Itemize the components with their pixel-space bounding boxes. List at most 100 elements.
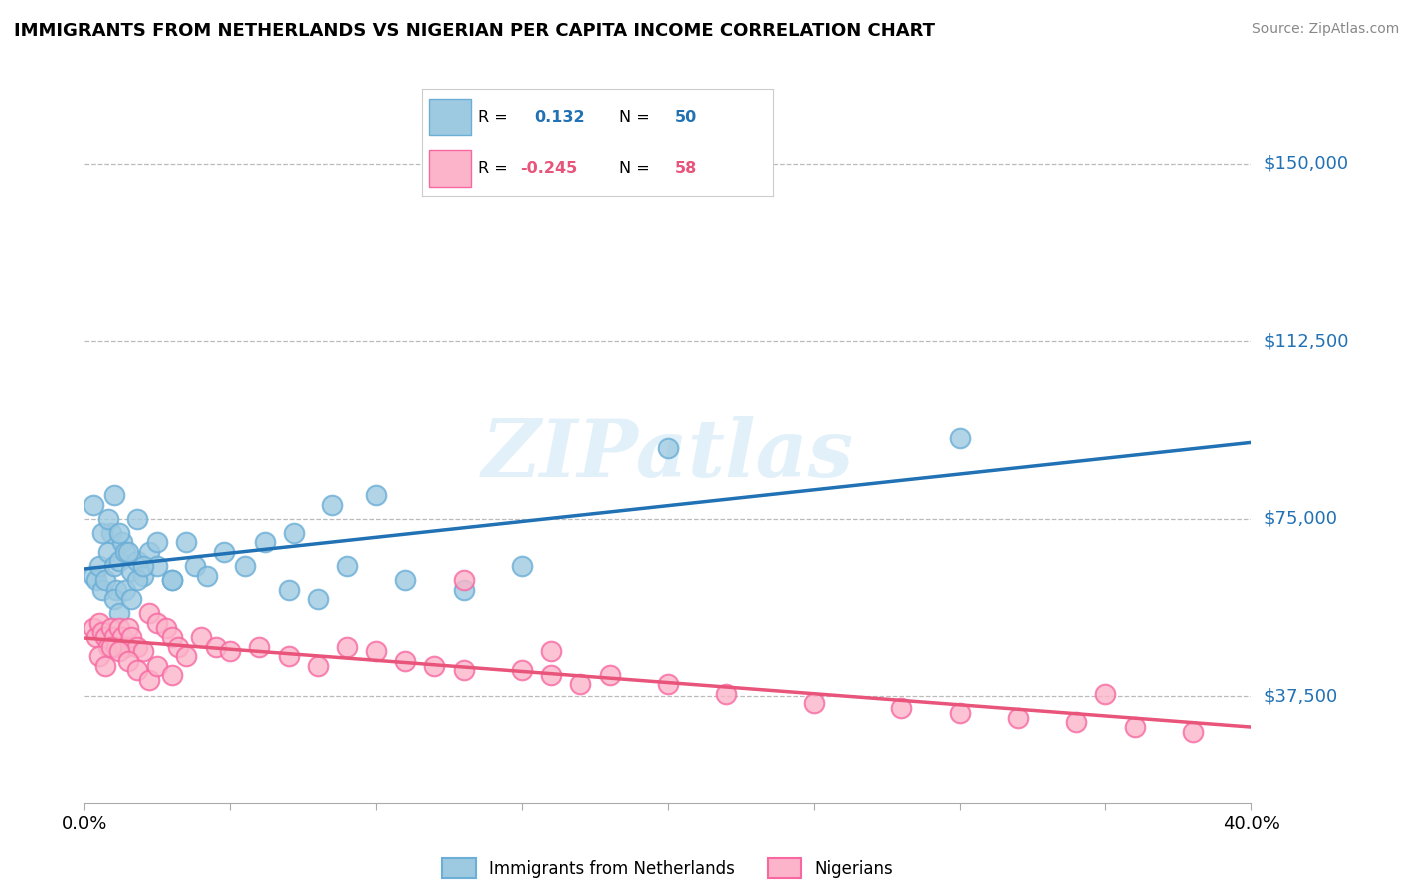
Point — [283, 526, 305, 541]
Point — [803, 697, 825, 711]
Point — [90, 625, 112, 640]
Point — [100, 621, 122, 635]
Point — [599, 668, 621, 682]
Point — [111, 535, 134, 549]
Point — [87, 559, 110, 574]
Legend: Immigrants from Netherlands, Nigerians: Immigrants from Netherlands, Nigerians — [436, 851, 900, 885]
Point — [1094, 687, 1116, 701]
Point — [146, 658, 169, 673]
Point — [94, 658, 117, 673]
Point — [569, 677, 592, 691]
Text: $37,500: $37,500 — [1263, 688, 1337, 706]
Point — [423, 658, 446, 673]
Point — [166, 640, 188, 654]
Point — [657, 441, 679, 455]
Point — [176, 535, 198, 549]
Point — [176, 649, 198, 664]
Point — [160, 668, 183, 682]
Point — [190, 630, 212, 644]
Point — [1181, 724, 1204, 739]
Point — [366, 644, 388, 658]
Point — [277, 649, 299, 664]
Point — [87, 649, 110, 664]
Point — [336, 559, 359, 574]
Point — [117, 621, 139, 635]
Text: $112,500: $112,500 — [1263, 333, 1348, 351]
Point — [108, 621, 131, 635]
Point — [160, 574, 183, 588]
Point — [146, 535, 169, 549]
Point — [657, 677, 679, 691]
Point — [103, 630, 125, 644]
Point — [84, 574, 107, 588]
Point — [453, 663, 475, 677]
Point — [1007, 710, 1029, 724]
Text: R =: R = — [478, 110, 508, 125]
Point — [890, 701, 912, 715]
Point — [125, 574, 148, 588]
Point — [132, 559, 155, 574]
Text: N =: N = — [619, 161, 650, 176]
Point — [138, 607, 160, 621]
Point — [90, 526, 112, 541]
Point — [120, 592, 142, 607]
Point — [510, 663, 533, 677]
Point — [394, 654, 416, 668]
Point — [125, 663, 148, 677]
Point — [540, 644, 562, 658]
Point — [90, 582, 112, 597]
Point — [105, 582, 128, 597]
Point — [103, 488, 125, 502]
FancyBboxPatch shape — [429, 99, 471, 136]
Point — [138, 673, 160, 687]
Point — [1066, 715, 1088, 730]
Point — [247, 640, 270, 654]
Point — [510, 559, 533, 574]
Point — [714, 687, 737, 701]
Text: ZIPatlas: ZIPatlas — [482, 417, 853, 493]
Point — [82, 621, 104, 635]
Text: $150,000: $150,000 — [1263, 155, 1348, 173]
Point — [307, 658, 329, 673]
Text: IMMIGRANTS FROM NETHERLANDS VS NIGERIAN PER CAPITA INCOME CORRELATION CHART: IMMIGRANTS FROM NETHERLANDS VS NIGERIAN … — [14, 22, 935, 40]
Point — [103, 592, 125, 607]
Point — [108, 554, 131, 568]
Point — [219, 644, 242, 658]
Point — [146, 559, 169, 574]
Point — [94, 574, 117, 588]
Point — [103, 559, 125, 574]
Point — [277, 582, 299, 597]
Point — [132, 644, 155, 658]
Point — [204, 640, 226, 654]
Point — [108, 607, 131, 621]
Point — [307, 592, 329, 607]
Point — [94, 630, 117, 644]
Text: -0.245: -0.245 — [520, 161, 578, 176]
Point — [125, 554, 148, 568]
Point — [125, 512, 148, 526]
Point — [108, 644, 131, 658]
Point — [214, 545, 236, 559]
Point — [87, 615, 110, 630]
Point — [146, 615, 169, 630]
Point — [184, 559, 207, 574]
Text: 58: 58 — [675, 161, 697, 176]
Point — [321, 498, 343, 512]
Point — [160, 630, 183, 644]
Point — [1123, 720, 1146, 734]
Point — [195, 568, 218, 582]
Text: Source: ZipAtlas.com: Source: ZipAtlas.com — [1251, 22, 1399, 37]
Text: 50: 50 — [675, 110, 697, 125]
Point — [948, 431, 970, 445]
Point — [948, 706, 970, 720]
Text: N =: N = — [619, 110, 650, 125]
Point — [114, 640, 136, 654]
Text: 0.132: 0.132 — [534, 110, 585, 125]
Point — [108, 526, 131, 541]
Point — [100, 526, 122, 541]
Point — [111, 630, 134, 644]
Text: R =: R = — [478, 161, 508, 176]
Point — [84, 630, 107, 644]
Point — [97, 640, 120, 654]
Point — [453, 574, 475, 588]
